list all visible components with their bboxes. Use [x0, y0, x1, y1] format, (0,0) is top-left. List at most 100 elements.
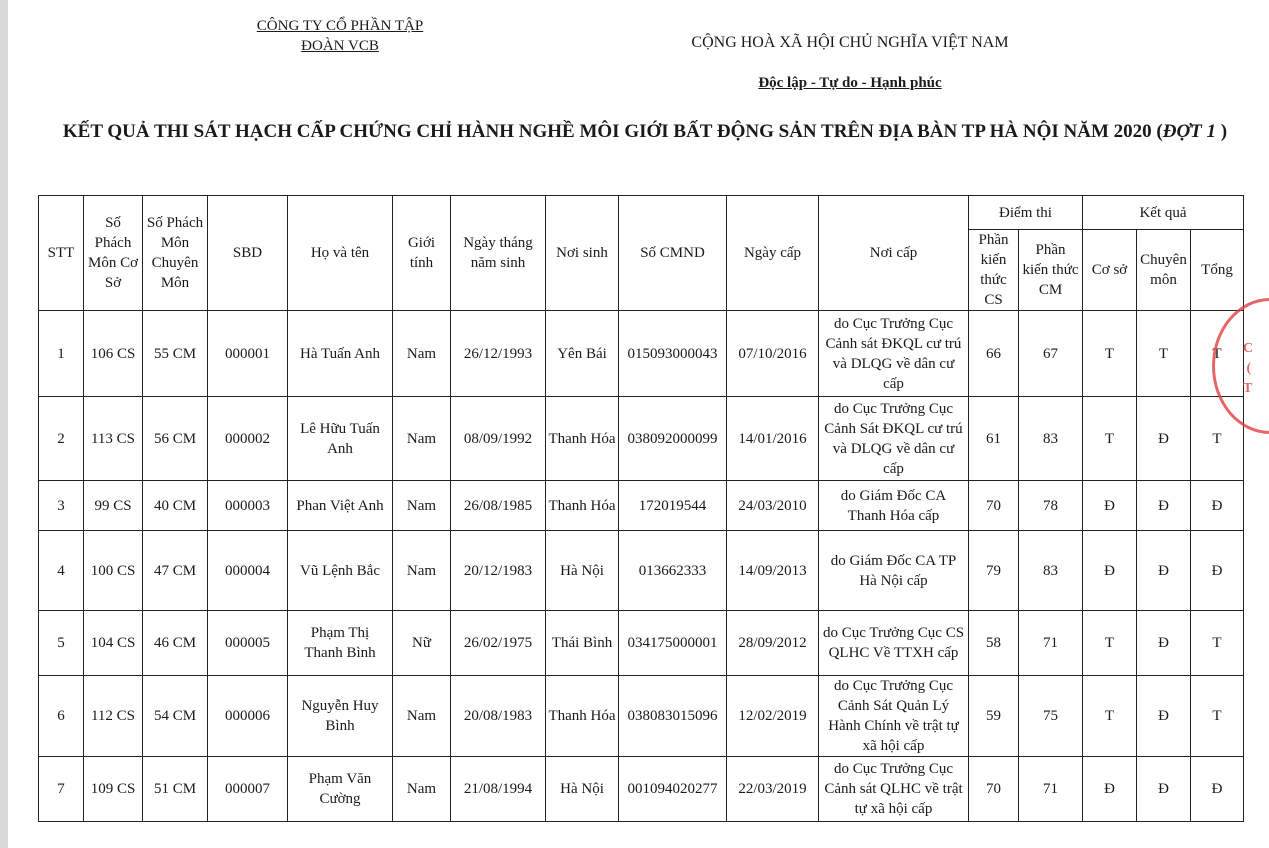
header-score-cm: Phần kiến thức CM	[1018, 229, 1083, 311]
cell-result-cs: T	[1082, 310, 1137, 397]
cell-result-cs: T	[1082, 675, 1137, 757]
title-end: )	[1220, 121, 1228, 142]
cell-score-cs: 61	[968, 396, 1019, 481]
header-issue-date: Ngày cấp	[726, 195, 819, 311]
cell-sbd: 000006	[207, 675, 288, 757]
cell-result-cm: T	[1136, 310, 1191, 397]
header-pob: Nơi sinh	[545, 195, 619, 311]
cell-cmnd: 172019544	[618, 480, 727, 531]
header-phach-cs: Số Phách Môn Cơ Sở	[83, 195, 143, 311]
cell-dob: 26/12/1993	[450, 310, 546, 397]
document-title: KẾT QUẢ THI SÁT HẠCH CẤP CHỨNG CHỈ HÀNH …	[40, 118, 1250, 146]
cell-issue-date: 12/02/2019	[726, 675, 819, 757]
table-row: 2 113 CS 56 CM 000002 Lê Hữu Tuấn Anh Nam 08/0…	[38, 396, 1244, 481]
cell-pob: Yên Bái	[545, 310, 619, 397]
cell-phach-cs: 104 CS	[83, 610, 143, 676]
cell-name: Phạm Văn Cường	[287, 756, 393, 822]
cell-result-total: T	[1190, 675, 1244, 757]
cell-cmnd: 013662333	[618, 530, 727, 611]
cell-phach-cs: 100 CS	[83, 530, 143, 611]
header-score-cs: Phần kiến thức CS	[968, 229, 1019, 311]
cell-gender: Nam	[392, 396, 451, 481]
cell-dob: 20/08/1983	[450, 675, 546, 757]
table-row: 5 104 CS 46 CM 000005 Phạm Thị Thanh Bình Nữ 2…	[38, 610, 1244, 676]
cell-result-total: T	[1190, 610, 1244, 676]
cell-issuer: do Cục Trưởng Cục Cảnh Sát Quản Lý Hành …	[818, 675, 969, 757]
cell-cmnd: 034175000001	[618, 610, 727, 676]
cell-result-cm: Đ	[1136, 756, 1191, 822]
table-row: 1 106 CS 55 CM 000001 Hà Tuấn Anh Nam 26/12/19…	[38, 310, 1244, 397]
nation-heading: CỘNG HOÀ XÃ HỘI CHỦ NGHĨA VIỆT NAM	[691, 34, 1009, 51]
cell-stt: 2	[38, 396, 84, 481]
table-row: 3 99 CS 40 CM 000003 Phan Việt Anh Nam 26/08/1…	[38, 480, 1244, 531]
cell-pob: Thái Bình	[545, 610, 619, 676]
cell-issuer: do Giám Đốc CA TP Hà Nội cấp	[818, 530, 969, 611]
cell-pob: Hà Nội	[545, 756, 619, 822]
cell-score-cs: 70	[968, 756, 1019, 822]
cell-phach-cs: 106 CS	[83, 310, 143, 397]
cell-name: Vũ Lệnh Bắc	[287, 530, 393, 611]
cell-phach-cs: 99 CS	[83, 480, 143, 531]
table-row: 6 112 CS 54 CM 000006 Nguyễn Huy Bình Nam 20/0…	[38, 675, 1244, 757]
title-round: ĐỢT 1	[1162, 121, 1217, 142]
cell-name: Lê Hữu Tuấn Anh	[287, 396, 393, 481]
cell-result-total: Đ	[1190, 530, 1244, 611]
cell-sbd: 000005	[207, 610, 288, 676]
company-line-2: ĐOÀN VCB	[301, 38, 379, 54]
cell-result-cm: Đ	[1136, 675, 1191, 757]
cell-name: Hà Tuấn Anh	[287, 310, 393, 397]
cell-dob: 26/08/1985	[450, 480, 546, 531]
cell-phach-cs: 109 CS	[83, 756, 143, 822]
cell-phach-cm: 51 CM	[142, 756, 208, 822]
cell-stt: 4	[38, 530, 84, 611]
cell-result-total: Đ	[1190, 756, 1244, 822]
cell-score-cs: 66	[968, 310, 1019, 397]
table-row: 4 100 CS 47 CM 000004 Vũ Lệnh Bắc Nam 20/12/19…	[38, 530, 1244, 611]
cell-score-cs: 79	[968, 530, 1019, 611]
header-name: Họ và tên	[287, 195, 393, 311]
cell-sbd: 000004	[207, 530, 288, 611]
header-result-cs: Cơ sở	[1082, 229, 1137, 311]
header-result-cm: Chuyên môn	[1136, 229, 1191, 311]
cell-issuer: do Cục Trưởng Cục CS QLHC Về TTXH cấp	[818, 610, 969, 676]
cell-gender: Nữ	[392, 610, 451, 676]
motto: Độc lập - Tự do - Hạnh phúc	[758, 75, 942, 91]
header-stt: STT	[38, 195, 84, 311]
cell-result-cm: Đ	[1136, 530, 1191, 611]
cell-gender: Nam	[392, 530, 451, 611]
cell-cmnd: 015093000043	[618, 310, 727, 397]
cell-score-cs: 70	[968, 480, 1019, 531]
cell-result-cs: Đ	[1082, 480, 1137, 531]
cell-sbd: 000002	[207, 396, 288, 481]
cell-issue-date: 14/01/2016	[726, 396, 819, 481]
cell-issuer: do Cục Trưởng Cục Cảnh sát QLHC về trật …	[818, 756, 969, 822]
cell-score-cs: 59	[968, 675, 1019, 757]
header-dob: Ngày tháng năm sinh	[450, 195, 546, 311]
table-row: 7 109 CS 51 CM 000007 Phạm Văn Cường Nam 21/08…	[38, 756, 1244, 822]
results-table: STT Số Phách Môn Cơ Sở Số Phách Môn Chuy…	[38, 195, 1244, 822]
cell-issue-date: 14/09/2013	[726, 530, 819, 611]
cell-pob: Hà Nội	[545, 530, 619, 611]
cell-score-cm: 75	[1018, 675, 1083, 757]
cell-score-cm: 83	[1018, 396, 1083, 481]
cell-result-cm: Đ	[1136, 396, 1191, 481]
cell-issuer: do Cục Trưởng Cục Cảnh sát ĐKQL cư trú v…	[818, 310, 969, 397]
cell-phach-cm: 54 CM	[142, 675, 208, 757]
cell-result-cs: Đ	[1082, 756, 1137, 822]
cell-stt: 3	[38, 480, 84, 531]
cell-score-cm: 71	[1018, 610, 1083, 676]
cell-result-cs: T	[1082, 610, 1137, 676]
cell-phach-cs: 113 CS	[83, 396, 143, 481]
page-edge	[0, 0, 8, 848]
cell-name: Phan Việt Anh	[287, 480, 393, 531]
cell-score-cm: 78	[1018, 480, 1083, 531]
cell-result-cm: Đ	[1136, 610, 1191, 676]
company-line-1: CÔNG TY CỔ PHẦN TẬP	[256, 18, 424, 34]
cell-phach-cm: 56 CM	[142, 396, 208, 481]
header-cmnd: Số CMND	[618, 195, 727, 311]
cell-cmnd: 038092000099	[618, 396, 727, 481]
cell-pob: Thanh Hóa	[545, 480, 619, 531]
cell-phach-cm: 55 CM	[142, 310, 208, 397]
cell-issue-date: 28/09/2012	[726, 610, 819, 676]
cell-sbd: 000007	[207, 756, 288, 822]
